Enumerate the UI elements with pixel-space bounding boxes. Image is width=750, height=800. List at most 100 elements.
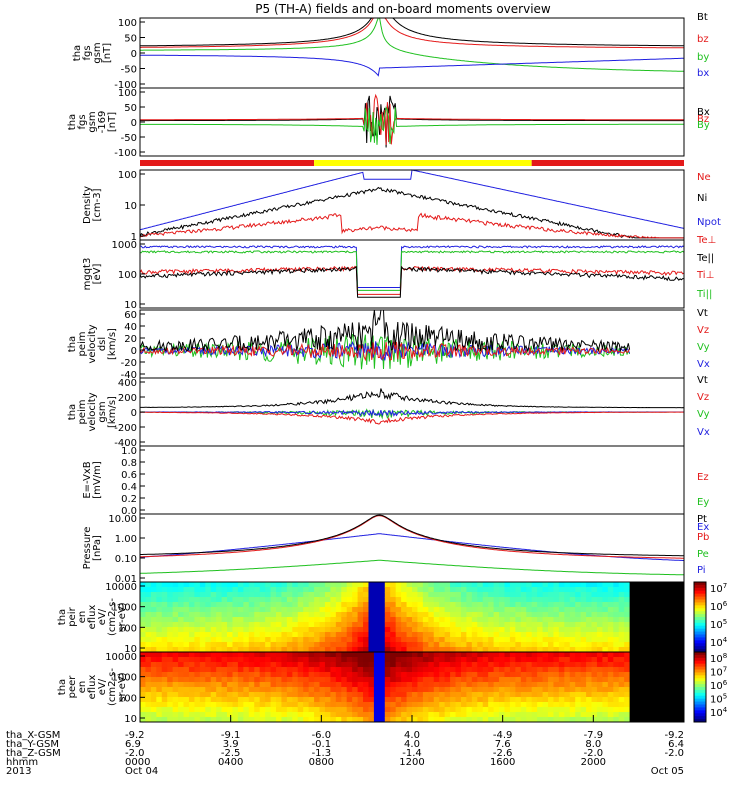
heatmap-cell xyxy=(167,667,174,673)
heatmap-cell xyxy=(227,622,233,628)
heatmap-cell xyxy=(281,707,288,713)
heatmap-cell xyxy=(188,592,195,598)
heatmap-cell xyxy=(499,677,505,683)
heatmap-cell xyxy=(607,687,614,693)
heatmap-cell xyxy=(145,637,152,643)
heatmap-cell xyxy=(406,677,413,683)
heatmap-cell xyxy=(482,627,489,633)
x-axis-value: 8.0 xyxy=(585,739,601,750)
heatmap-cell xyxy=(618,617,625,623)
heatmap-cell xyxy=(499,602,505,608)
heatmap-cell xyxy=(221,647,228,653)
heatmap-cell xyxy=(575,637,582,643)
heatmap-cell xyxy=(509,707,516,713)
heatmap-cell xyxy=(335,682,342,688)
heatmap-cell xyxy=(455,607,462,613)
y-tick-label: -50 xyxy=(121,65,137,76)
heatmap-cell xyxy=(373,717,380,723)
heatmap-cell xyxy=(254,597,261,603)
heatmap-cell xyxy=(379,657,386,663)
heatmap-cell xyxy=(509,697,516,703)
heatmap-cell xyxy=(227,667,233,673)
heatmap-cell xyxy=(254,612,261,618)
legend-entry: Ni xyxy=(697,193,707,204)
heatmap-cell xyxy=(613,697,620,703)
colorbar-tick-label: 108 xyxy=(710,652,727,665)
heatmap-cell xyxy=(558,682,565,688)
heatmap-cell xyxy=(531,667,538,673)
heatmap-cell xyxy=(537,687,544,693)
heatmap-cell xyxy=(150,707,157,713)
heatmap-cell xyxy=(395,617,402,623)
heatmap-cell xyxy=(526,667,533,673)
heatmap-cell xyxy=(607,657,614,663)
heatmap-cell xyxy=(216,652,223,658)
heatmap-cell xyxy=(477,642,484,648)
heatmap-cell xyxy=(276,667,282,673)
heatmap-cell xyxy=(352,617,359,623)
heatmap-cell xyxy=(450,662,457,668)
heatmap-cell xyxy=(216,627,223,633)
heatmap-cell xyxy=(199,687,206,693)
heatmap-cell xyxy=(335,677,342,683)
heatmap-cell xyxy=(471,622,478,628)
heatmap-cell xyxy=(346,627,353,633)
heatmap-cell xyxy=(526,692,533,698)
heatmap-cell xyxy=(178,597,185,603)
heatmap-cell xyxy=(161,667,168,673)
heatmap-cell xyxy=(314,647,321,653)
heatmap-cell xyxy=(150,712,157,718)
heatmap-cell xyxy=(569,587,576,593)
heatmap-cell xyxy=(199,617,206,623)
heatmap-cell xyxy=(471,617,478,623)
heatmap-cell xyxy=(439,692,446,698)
heatmap-cell xyxy=(596,697,603,703)
heatmap-cell xyxy=(515,672,522,678)
heatmap-cell xyxy=(444,622,451,628)
heatmap-cell xyxy=(471,677,478,683)
heatmap-cell xyxy=(488,587,495,593)
heatmap-cell xyxy=(569,707,576,713)
heatmap-cell xyxy=(379,647,386,653)
heatmap-cell xyxy=(482,642,489,648)
heatmap-cell xyxy=(406,627,413,633)
heatmap-cell xyxy=(417,637,424,643)
heatmap-cell xyxy=(270,587,277,593)
heatmap-cell xyxy=(156,642,163,648)
heatmap-cell xyxy=(526,652,533,658)
heatmap-cell xyxy=(471,642,478,648)
heatmap-cell xyxy=(477,662,484,668)
heatmap-cell xyxy=(210,677,217,683)
heatmap-cell xyxy=(308,717,315,723)
heatmap-cell xyxy=(363,597,369,603)
heatmap-cell xyxy=(455,667,462,673)
heatmap-cell xyxy=(422,612,429,618)
heatmap-cell xyxy=(194,592,201,598)
heatmap-cell xyxy=(526,622,533,628)
heatmap-cell xyxy=(586,607,593,613)
heatmap-cell xyxy=(232,632,239,638)
heatmap-cell xyxy=(531,627,538,633)
heatmap-cell xyxy=(520,647,527,653)
heatmap-cell xyxy=(564,702,571,708)
heatmap-cell xyxy=(248,667,255,673)
heatmap-cell xyxy=(575,652,582,658)
heatmap-cell xyxy=(259,607,266,613)
heatmap-cell xyxy=(493,622,500,628)
heatmap-cell xyxy=(156,692,163,698)
heatmap-cell xyxy=(178,717,185,723)
heatmap-cell xyxy=(330,657,337,663)
heatmap-cell xyxy=(292,692,299,698)
heatmap-cell xyxy=(303,677,310,683)
heatmap-cell xyxy=(205,642,212,648)
heatmap-cell xyxy=(466,602,473,608)
heatmap-cell xyxy=(319,717,326,723)
legend-entry: bx xyxy=(697,68,709,79)
heatmap-cell xyxy=(178,632,185,638)
y-tick-label: -100 xyxy=(114,148,137,159)
heatmap-cell xyxy=(286,627,293,633)
heatmap-cell xyxy=(265,707,272,713)
heatmap-cell xyxy=(172,687,179,693)
heatmap-cell xyxy=(243,682,250,688)
